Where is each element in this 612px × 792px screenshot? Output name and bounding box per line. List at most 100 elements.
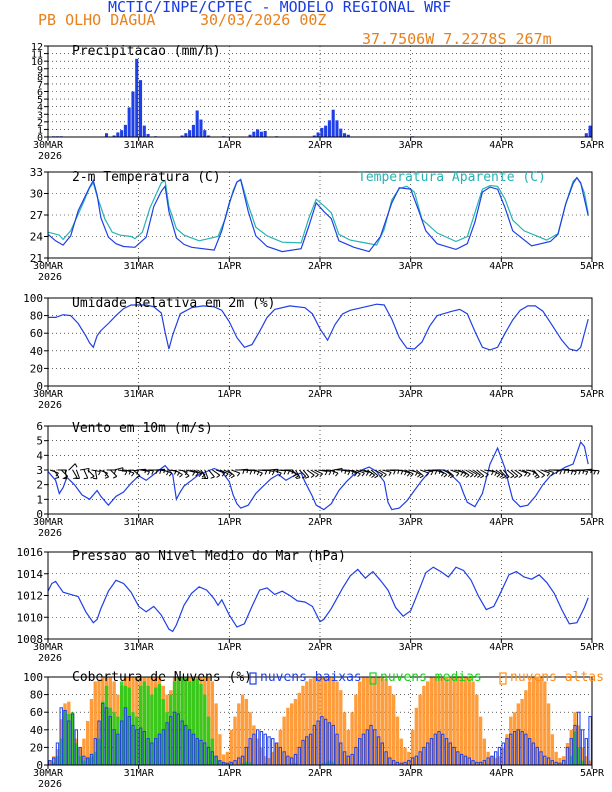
y-tick-label: 0 bbox=[36, 380, 43, 393]
x-year-label: 2026 bbox=[38, 151, 62, 162]
cloud-bar-orange bbox=[327, 677, 332, 765]
wind-barb-feather bbox=[585, 471, 589, 476]
wind-barb-feather bbox=[195, 472, 199, 477]
wind-barb-feather bbox=[259, 472, 263, 477]
wind-barb-feather bbox=[155, 469, 158, 474]
wind-barb-feather bbox=[230, 475, 235, 479]
wind-barb-feather bbox=[304, 476, 310, 479]
x-tick-label: 31MAR bbox=[124, 642, 155, 653]
cloud-bar-green bbox=[195, 678, 199, 765]
cloud-bar-orange bbox=[535, 677, 539, 765]
wind-barb bbox=[480, 469, 489, 475]
x-tick-label: 1APR bbox=[217, 140, 242, 151]
wind-barb bbox=[298, 469, 307, 477]
wind-barb bbox=[114, 467, 124, 471]
wind-barb bbox=[231, 469, 240, 474]
wind-barb-feather bbox=[465, 474, 470, 478]
wind-barb-feather bbox=[514, 475, 519, 479]
wind-barb-feather bbox=[357, 473, 361, 478]
wind-barb bbox=[163, 469, 172, 474]
cloud-bar-green bbox=[165, 712, 169, 765]
cloud-bar-orange bbox=[501, 747, 505, 765]
wind-barb-feather bbox=[532, 471, 536, 476]
cloud-bar-green bbox=[74, 743, 79, 765]
wind-barb-feather bbox=[147, 471, 150, 476]
wind-barb bbox=[306, 469, 315, 476]
y-tick-label: 100 bbox=[23, 292, 43, 305]
cloud-bar-green bbox=[67, 713, 71, 765]
wind-barb bbox=[355, 469, 365, 474]
panel-title: Precipitacao (mm/h) bbox=[72, 44, 221, 59]
precip-bar bbox=[588, 125, 592, 137]
cloud-bar-green bbox=[51, 762, 56, 765]
wind-barb-feather bbox=[319, 473, 323, 478]
cloud-bar-green bbox=[157, 684, 162, 765]
wind-barb-feather bbox=[369, 472, 373, 477]
cloud-bar-green bbox=[244, 761, 249, 765]
x-tick-label: 5APR bbox=[580, 261, 605, 272]
cloud-bar-orange bbox=[444, 677, 449, 765]
x-tick-label: 2APR bbox=[308, 261, 333, 272]
wind-barb-feather bbox=[294, 475, 299, 479]
wind-barb-feather bbox=[301, 475, 306, 479]
x-tick-label: 30MAR bbox=[33, 642, 64, 653]
precip-bar bbox=[248, 134, 252, 137]
wind-barb bbox=[136, 468, 146, 471]
cloud-bar-orange bbox=[225, 751, 230, 765]
series-group bbox=[48, 303, 589, 352]
x-tick-label: 30MAR bbox=[33, 768, 64, 779]
wind-barb bbox=[174, 469, 183, 475]
y-tick-label: 100 bbox=[23, 671, 43, 684]
wind-barb bbox=[98, 469, 108, 474]
wind-barb-feather bbox=[578, 470, 581, 475]
wind-barb bbox=[181, 469, 190, 477]
precip-bar bbox=[116, 132, 120, 137]
precip-bar bbox=[138, 80, 143, 137]
cloud-bar-orange bbox=[558, 757, 562, 765]
cloud-bar-orange bbox=[422, 685, 426, 765]
wind-barb-feather bbox=[419, 475, 424, 479]
y-tick-label: 9 bbox=[37, 65, 43, 76]
cloud-bar-orange bbox=[286, 707, 290, 765]
cloud-bar-green bbox=[101, 701, 105, 765]
legend-label-orange: nuvens altas bbox=[510, 670, 604, 685]
y-tick-label: 24 bbox=[30, 231, 44, 244]
wind-barb bbox=[125, 469, 135, 474]
cloud-bar-green bbox=[89, 756, 94, 765]
wind-barb bbox=[469, 469, 478, 475]
x-year-label: 2026 bbox=[38, 528, 62, 539]
cloud-bar-orange bbox=[89, 699, 94, 765]
cloud-bar-orange bbox=[331, 677, 335, 765]
x-tick-label: 30MAR bbox=[33, 140, 64, 151]
cloud-bar-green bbox=[323, 762, 328, 765]
cloud-bar-green bbox=[573, 731, 577, 765]
wind-barb-feather bbox=[335, 472, 339, 477]
wind-barb-feather bbox=[597, 470, 600, 475]
wind-barb-feather bbox=[201, 474, 206, 478]
wind-barb-feather bbox=[74, 463, 78, 468]
wind-barb bbox=[87, 469, 95, 477]
wind-barb-feather bbox=[62, 477, 67, 480]
cloud-bar-orange bbox=[237, 703, 241, 765]
wind-barb-feather bbox=[456, 472, 460, 477]
wind-barb bbox=[227, 469, 235, 477]
wind-barb-feather bbox=[179, 474, 183, 478]
x-tick-label: 2APR bbox=[308, 642, 333, 653]
wind-barb bbox=[412, 469, 421, 475]
wind-barb-feather bbox=[210, 476, 215, 479]
wind-barb bbox=[265, 469, 275, 473]
wind-barb-feather bbox=[124, 471, 128, 476]
wind-barb bbox=[446, 469, 454, 477]
x-tick-label: 31MAR bbox=[124, 261, 155, 272]
x-tick-label: 3APR bbox=[399, 261, 424, 272]
wind-barb-feather bbox=[485, 474, 489, 478]
wind-barb bbox=[72, 469, 78, 479]
cloud-bar-orange bbox=[274, 743, 279, 765]
precip-bar bbox=[112, 135, 116, 137]
cloud-bar-orange bbox=[577, 725, 581, 765]
wind-barb-feather bbox=[550, 472, 554, 476]
wind-barb-feather bbox=[425, 472, 430, 477]
wind-barb-feather bbox=[473, 474, 478, 478]
precip-bar bbox=[135, 58, 139, 138]
wind-barb-feather bbox=[347, 471, 351, 476]
